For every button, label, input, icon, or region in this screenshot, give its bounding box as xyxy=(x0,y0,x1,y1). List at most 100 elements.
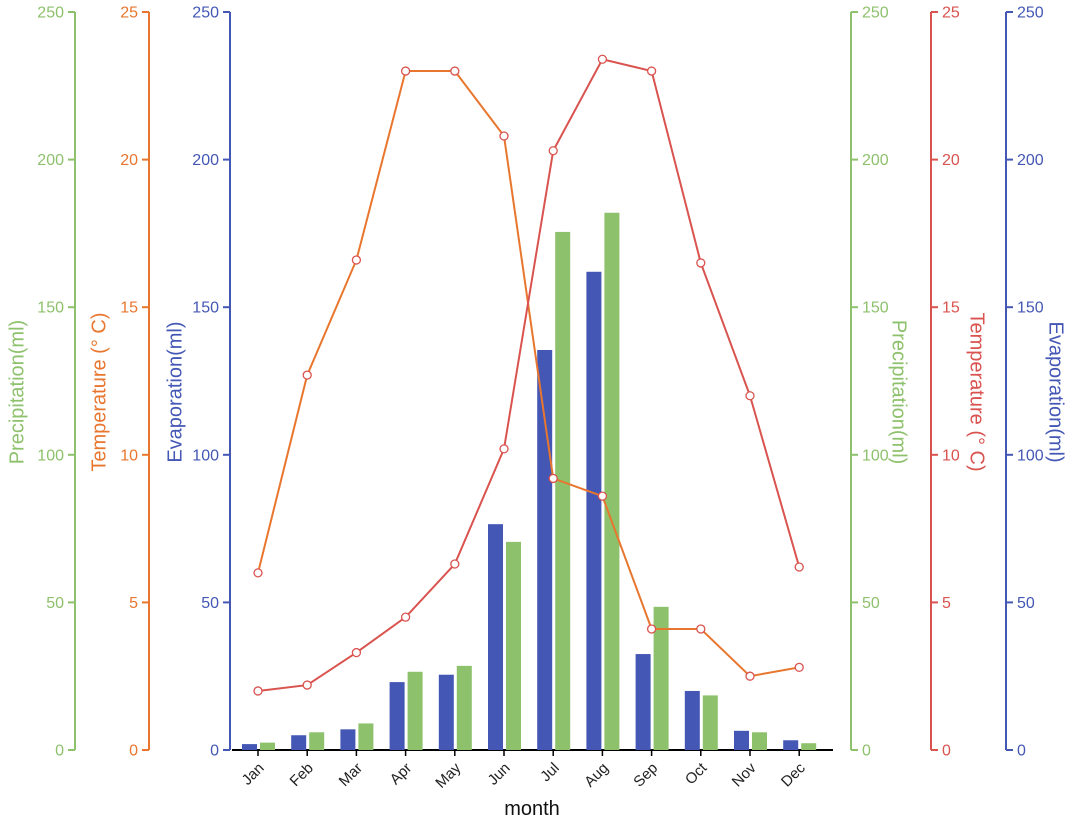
precipitation-left-tick-label: 0 xyxy=(55,743,64,760)
precipitation-right-tick-label: 50 xyxy=(862,595,880,612)
precipitation-right-tick-label: 250 xyxy=(862,5,889,22)
temperature-right-point xyxy=(302,680,312,690)
evaporation-bar xyxy=(635,654,651,750)
temperature-left-point xyxy=(400,66,411,76)
precipitation-bar xyxy=(653,606,669,750)
temperature-right-point xyxy=(499,444,509,454)
evaporation-right-tick-label: 0 xyxy=(1017,743,1026,760)
temperature-right-tick-label: 10 xyxy=(942,447,960,464)
month-label: May xyxy=(432,759,464,791)
precipitation-bar xyxy=(309,732,325,750)
precipitation-bar xyxy=(702,695,718,750)
precipitation-left-tick-label: 100 xyxy=(37,447,64,464)
precipitation-bar xyxy=(604,212,620,751)
temperature-right-point xyxy=(646,66,657,76)
temperature-left-point xyxy=(696,624,706,634)
temperature-right-point xyxy=(450,559,460,569)
temperature-right-point xyxy=(794,562,804,572)
evaporation-right-tick-label: 150 xyxy=(1017,300,1044,317)
temperature-left-point xyxy=(794,662,804,672)
evaporation-bar xyxy=(291,735,307,750)
temperature-right-line xyxy=(257,58,801,692)
temperature-left-tick-label: 0 xyxy=(129,743,138,760)
temperature-right-point xyxy=(745,391,755,401)
evaporation-bar xyxy=(684,690,700,750)
month-label: Dec xyxy=(778,759,809,790)
temperature-left-tick-label: 5 xyxy=(129,595,138,612)
precipitation-left-tick-label: 150 xyxy=(37,300,64,317)
temperature-left-point xyxy=(351,255,362,265)
temperature-left-point xyxy=(302,370,312,380)
evaporation-left-tick-label: 200 xyxy=(192,152,219,169)
month-label: Apr xyxy=(387,760,416,789)
precipitation-right-tick-label: 200 xyxy=(862,152,889,169)
evaporation-left-tick-label: 50 xyxy=(201,595,219,612)
x-axis-title: month xyxy=(504,798,560,820)
evaporation-right-tick-label: 50 xyxy=(1017,595,1035,612)
temperature-right-tick-label: 20 xyxy=(942,152,960,169)
month-label: Jun xyxy=(485,760,514,789)
precipitation-left-axis-title: Precipitation(ml) xyxy=(6,320,28,464)
month-label: Sep xyxy=(630,760,661,791)
evaporation-bar xyxy=(340,729,356,750)
temperature-left-point xyxy=(597,491,608,501)
evaporation-bar xyxy=(242,744,257,750)
temperature-left-tick-label: 10 xyxy=(120,447,138,464)
temperature-left-point xyxy=(646,624,657,634)
evaporation-right-axis-title: Evaporation(ml) xyxy=(1045,321,1067,462)
precipitation-bar xyxy=(752,732,767,750)
temperature-right-point xyxy=(548,146,558,156)
evaporation-left-tick-label: 0 xyxy=(210,743,219,760)
temperature-left-line xyxy=(257,70,800,678)
precipitation-bar xyxy=(801,743,817,750)
temperature-left-tick-label: 25 xyxy=(120,5,138,22)
precipitation-bar xyxy=(506,541,521,750)
temperature-left-point xyxy=(745,671,755,681)
precipitation-bar xyxy=(407,671,423,750)
temperature-right-point xyxy=(253,686,263,696)
evaporation-bar xyxy=(389,682,405,750)
precipitation-left-tick-label: 250 xyxy=(37,5,64,22)
evaporation-left-axis-title: Evaporation(ml) xyxy=(164,321,186,462)
temperature-left-point xyxy=(548,473,558,484)
evaporation-right-tick-label: 200 xyxy=(1017,152,1044,169)
month-label: Jan xyxy=(239,760,268,789)
month-label: Nov xyxy=(729,759,760,790)
evaporation-right-tick-label: 250 xyxy=(1017,5,1044,22)
precipitation-right-tick-label: 100 xyxy=(862,447,889,464)
month-label: Oct xyxy=(682,759,711,788)
precipitation-right-axis-title: Precipitation(ml) xyxy=(888,320,910,464)
evaporation-bar xyxy=(537,350,553,750)
temperature-left-point xyxy=(253,568,263,578)
temperature-left-axis-title: Temperature (° C) xyxy=(88,312,110,471)
precipitation-bar xyxy=(456,665,472,750)
temperature-right-point xyxy=(696,258,706,268)
month-label: Feb xyxy=(287,760,317,790)
temperature-left-tick-label: 20 xyxy=(120,152,138,169)
temperature-right-tick-label: 25 xyxy=(942,5,960,22)
temperature-left-point xyxy=(499,131,509,141)
temperature-right-tick-label: 15 xyxy=(942,300,960,317)
precipitation-left-tick-label: 50 xyxy=(46,595,64,612)
temperature-right-tick-label: 0 xyxy=(942,743,951,760)
evaporation-bar xyxy=(488,524,503,750)
evaporation-left-tick-label: 250 xyxy=(192,5,219,22)
evaporation-left-tick-label: 150 xyxy=(192,300,219,317)
temperature-right-point xyxy=(351,647,362,658)
precipitation-left-tick-label: 200 xyxy=(37,152,64,169)
precipitation-right-tick-label: 0 xyxy=(862,743,871,760)
month-label: Jul xyxy=(537,760,563,786)
temperature-left-tick-label: 15 xyxy=(120,300,138,317)
precipitation-bar xyxy=(555,231,571,750)
evaporation-bar xyxy=(438,674,454,750)
temperature-right-tick-label: 5 xyxy=(942,595,951,612)
precipitation-right-tick-label: 150 xyxy=(862,300,889,317)
evaporation-bar xyxy=(734,730,749,750)
temperature-right-point xyxy=(597,54,608,64)
temperature-right-axis-title: Temperature (° C) xyxy=(966,312,988,471)
evaporation-left-tick-label: 100 xyxy=(192,447,219,464)
evaporation-bar xyxy=(586,271,602,750)
evaporation-bar xyxy=(783,740,799,750)
